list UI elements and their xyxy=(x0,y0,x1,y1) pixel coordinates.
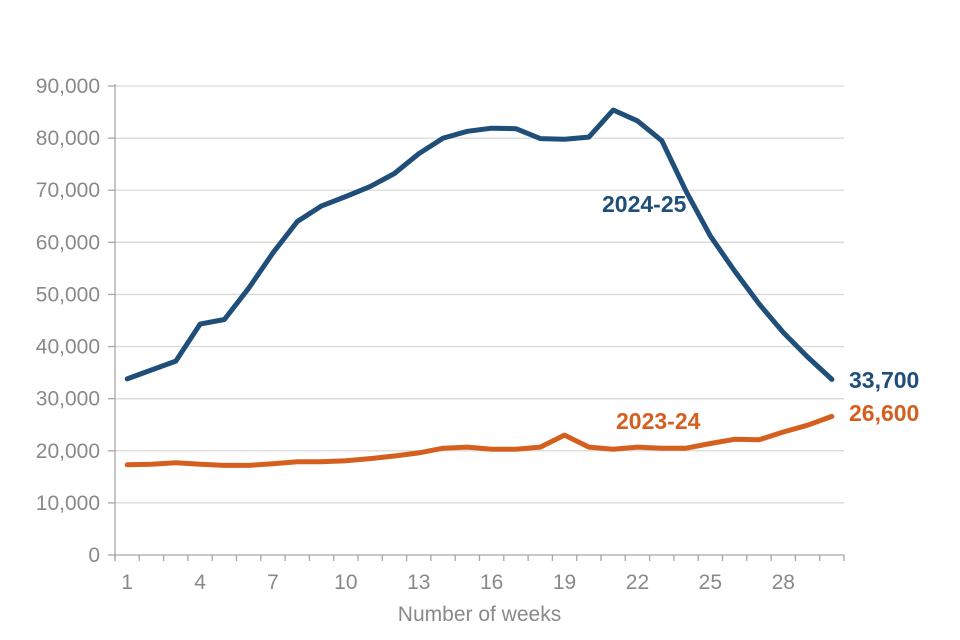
x-tick-label: 1 xyxy=(121,571,133,594)
y-tick-label: 80,000 xyxy=(36,127,100,150)
x-tick-label: 19 xyxy=(553,571,576,594)
x-tick-label: 25 xyxy=(699,571,722,594)
series-label-2023-24: 2023-24 xyxy=(616,408,701,434)
y-tick-label: 60,000 xyxy=(36,231,100,254)
series-label-2024-25: 2024-25 xyxy=(602,191,687,217)
x-tick-label: 13 xyxy=(407,571,430,594)
x-axis-title: Number of weeks xyxy=(397,603,562,626)
y-tick-label: 50,000 xyxy=(36,283,100,306)
x-tick-label: 4 xyxy=(194,571,206,594)
x-tick-label: 10 xyxy=(334,571,357,594)
end-value-label-2023-24: 26,600 xyxy=(849,400,920,426)
y-tick-label: 90,000 xyxy=(36,75,100,98)
y-tick-label: 20,000 xyxy=(36,440,100,463)
y-tick-label: 70,000 xyxy=(36,179,100,202)
y-tick-label: 10,000 xyxy=(36,492,100,515)
x-tick-label: 28 xyxy=(772,571,795,594)
series-line-2024-25 xyxy=(124,107,835,382)
x-tick-label: 16 xyxy=(480,571,503,594)
end-value-label-2024-25: 33,700 xyxy=(849,367,920,393)
x-tick-label: 7 xyxy=(267,571,279,594)
series-line-2023-24 xyxy=(124,413,835,468)
y-tick-label: 30,000 xyxy=(36,388,100,411)
y-tick-label: 0 xyxy=(88,544,100,567)
y-tick-label: 40,000 xyxy=(36,336,100,359)
x-tick-label: 22 xyxy=(626,571,649,594)
